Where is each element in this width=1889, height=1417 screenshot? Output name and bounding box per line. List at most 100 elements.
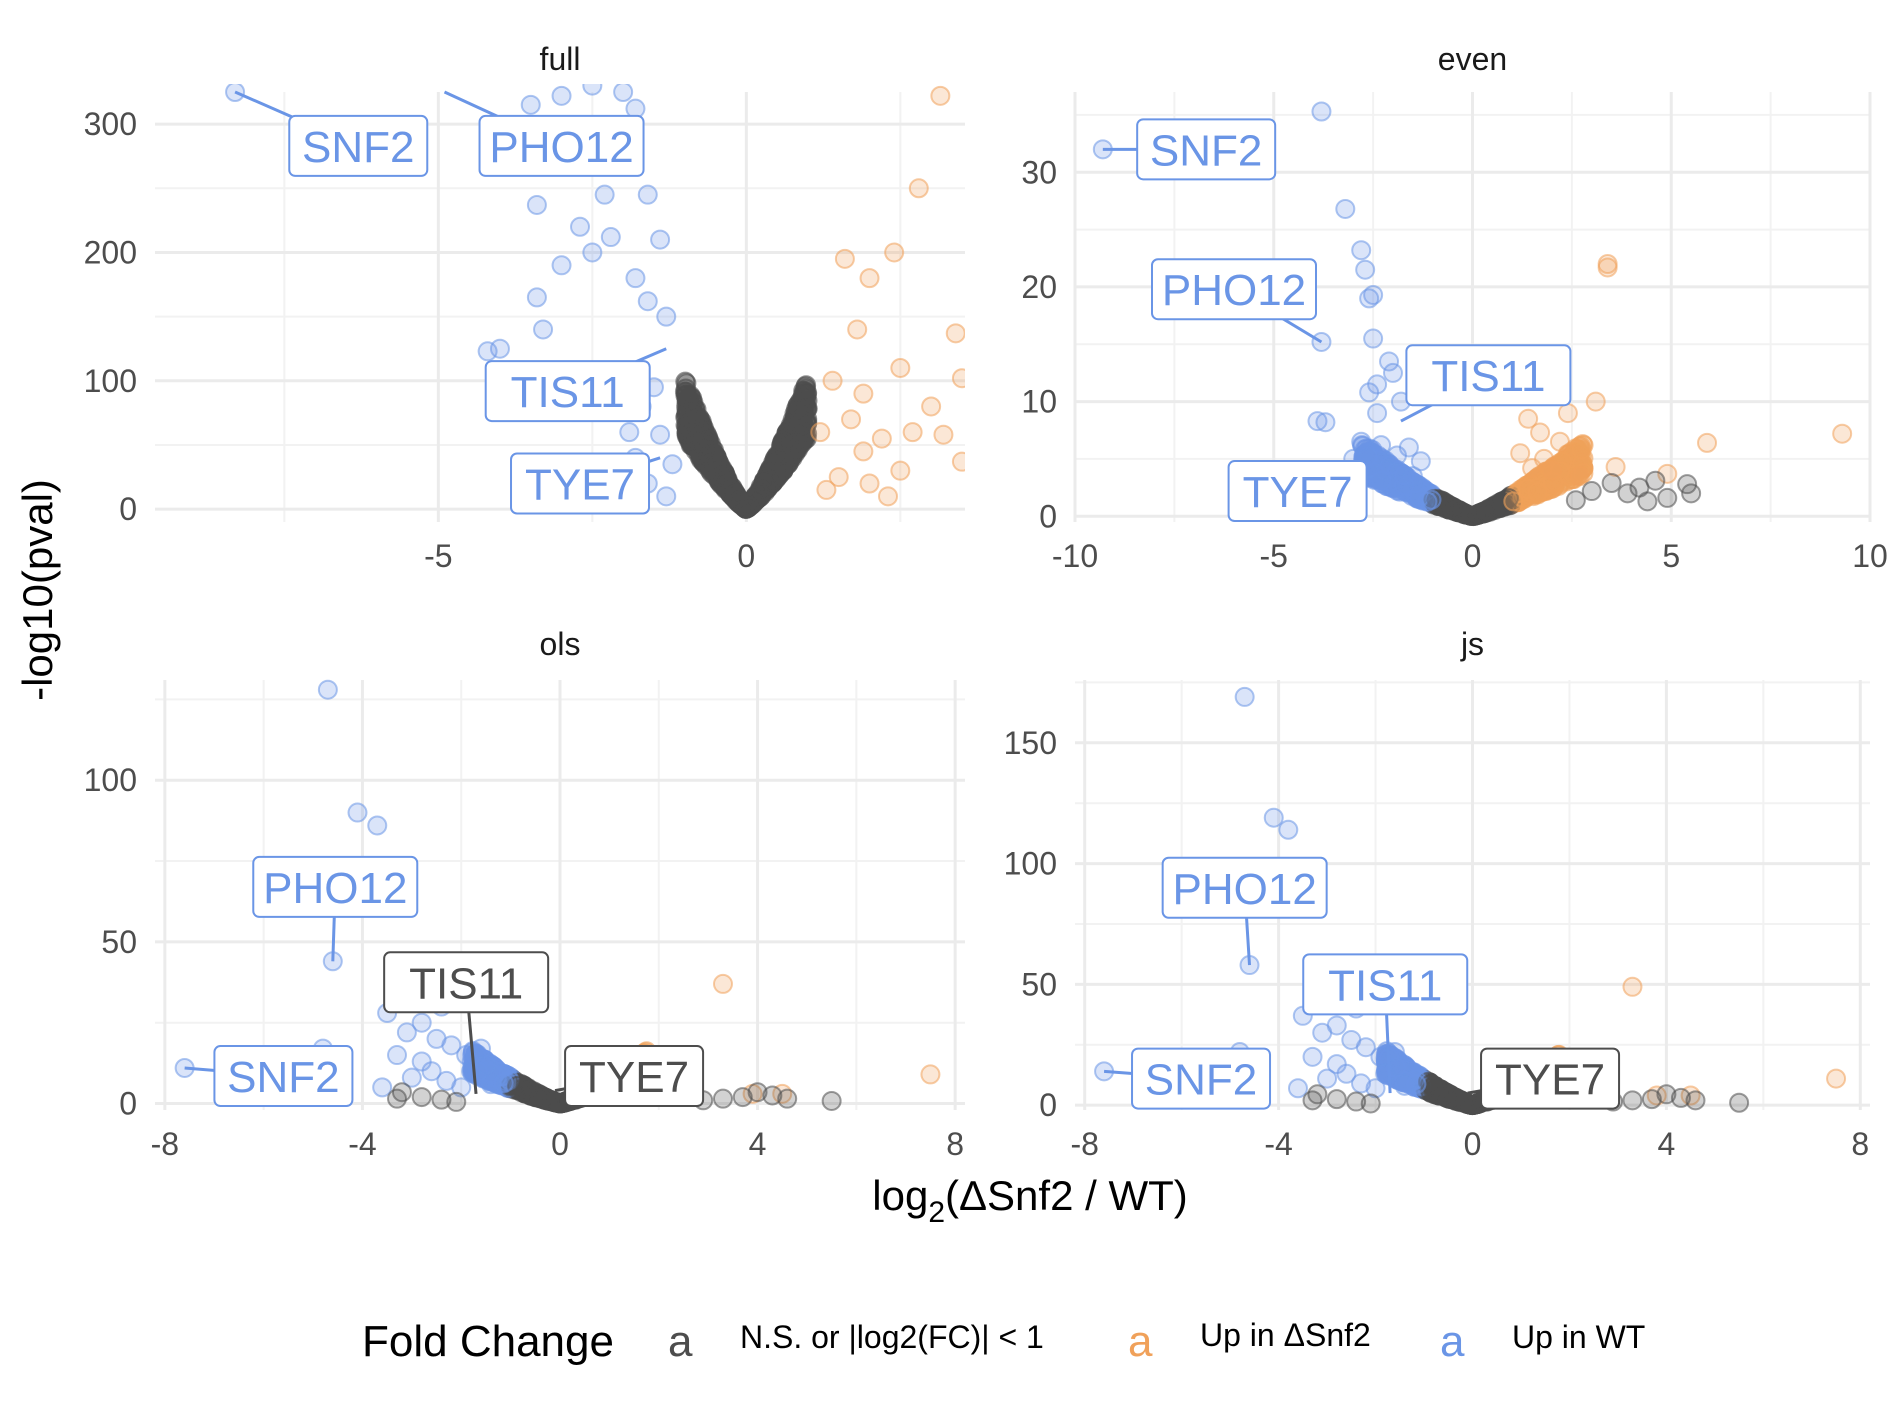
data-point [1557,403,1578,424]
data-point [515,1078,536,1099]
panel-even: even -10 -5 0 5 10 0 10 20 30 SNF2 PHO12 TIS11 TYE7 [1021,41,1887,574]
gene-label-box [288,114,429,177]
data-point [1681,483,1702,504]
data-point [795,378,816,399]
data-point [712,973,733,994]
data-point [1601,473,1622,494]
data-point [951,451,965,472]
data-point [1571,439,1592,460]
data-point [1605,456,1626,477]
gene-label-text: PHO12 [1173,865,1317,914]
y-tick-label: 50 [101,924,137,960]
panel-full: full -5 0 0 100 200 300 SNF2 PHO12 TIS11 TYE7 [84,41,965,574]
data-point [1657,487,1678,508]
data-point [902,422,923,443]
y-tick-label: 10 [1021,384,1057,420]
x-tick-label: -10 [1052,538,1098,574]
data-point [828,467,849,488]
gene-label-text: TIS11 [1431,352,1545,401]
data-point [1360,1093,1381,1114]
x-tick-label: 10 [1852,538,1888,574]
data-point [890,357,911,378]
data-point [816,479,837,500]
gene-label-text: SNF2 [302,123,414,172]
data-point [411,1012,432,1033]
data-point [908,178,929,199]
data-point [1375,460,1396,481]
data-point [533,319,554,340]
data-point [650,229,671,250]
data-point [446,1091,467,1112]
data-point [1351,240,1372,261]
gene-label-snf2-js: SNF2 [1103,1047,1272,1110]
data-point [1637,491,1658,512]
data-point [930,85,951,106]
data-point [1326,1089,1347,1110]
data-point [1335,198,1356,219]
data-point [1697,432,1718,453]
legend: Fold Change a N.S. or |log2(FC)| < 1 a U… [362,1317,1645,1366]
gene-label-tye7-ols: TYE7 [554,1045,705,1108]
y-tick-label: 100 [84,762,137,798]
data-point [613,84,634,102]
data-point [387,1045,408,1066]
data-point [391,1082,412,1103]
data-point [920,1064,941,1085]
y-tick-label: 100 [1004,846,1057,882]
data-point [1394,1075,1415,1096]
data-point [821,1090,842,1111]
data-point [582,84,603,96]
data-point [763,472,784,493]
data-point [1359,382,1380,403]
y-tick-label: 0 [119,1086,137,1122]
data-point [470,1038,491,1059]
y-tick-label: 0 [1039,1087,1057,1123]
gene-label-box [510,452,651,515]
legend-key-ns: a [668,1317,693,1366]
data-point [1386,445,1407,466]
data-point [701,458,722,479]
panel-js: js -8 -4 0 4 8 0 50 100 150 PHO12 SNF2 TIS11 TYE7 [1004,626,1870,1162]
legend-key-up-snf2: a [1128,1317,1153,1366]
gene-label-text: TYE7 [1495,1056,1605,1105]
data-point [1622,1090,1643,1111]
data-point [1355,259,1376,280]
legend-label-up-snf2: Up in ΔSnf2 [1200,1317,1371,1353]
data-point [1363,328,1384,349]
data-point [1359,288,1380,309]
data-point [1826,1068,1847,1089]
data-point [686,429,707,450]
data-point [1278,819,1299,840]
facet-title-full: full [540,41,581,77]
data-point [732,1087,753,1108]
gene-label-box [478,114,645,177]
data-point [637,184,658,205]
x-tick-label: -5 [424,538,452,574]
data-point [347,802,368,823]
data-point [1510,443,1531,464]
data-point [841,409,862,430]
data-point [822,370,843,391]
y-tick-label: 30 [1021,154,1057,190]
data-point [834,248,855,269]
panel-ols: ols -8 -4 0 4 8 0 50 100 PHO12 SNF2 TIS11 TYE7 [84,626,965,1162]
data-point [1287,1078,1308,1099]
data-point [1585,391,1606,412]
data-point [1729,1092,1750,1113]
gene-label-tis11-full: TIS11 [484,347,667,423]
y-tick-label: 300 [84,106,137,142]
gene-label-tye7-even: TYE7 [1227,460,1374,523]
data-point [787,396,808,417]
gene-label-text: PHO12 [263,864,407,913]
gene-label-text: SNF2 [1145,1056,1257,1105]
data-point [933,424,954,445]
data-point [725,483,746,504]
data-point [1530,422,1551,443]
legend-label-ns: N.S. or |log2(FC)| < 1 [740,1319,1044,1355]
data-point [884,242,905,263]
data-point [676,423,697,444]
data-point [1383,362,1403,383]
gene-label-snf2-full: SNF2 [234,90,429,177]
